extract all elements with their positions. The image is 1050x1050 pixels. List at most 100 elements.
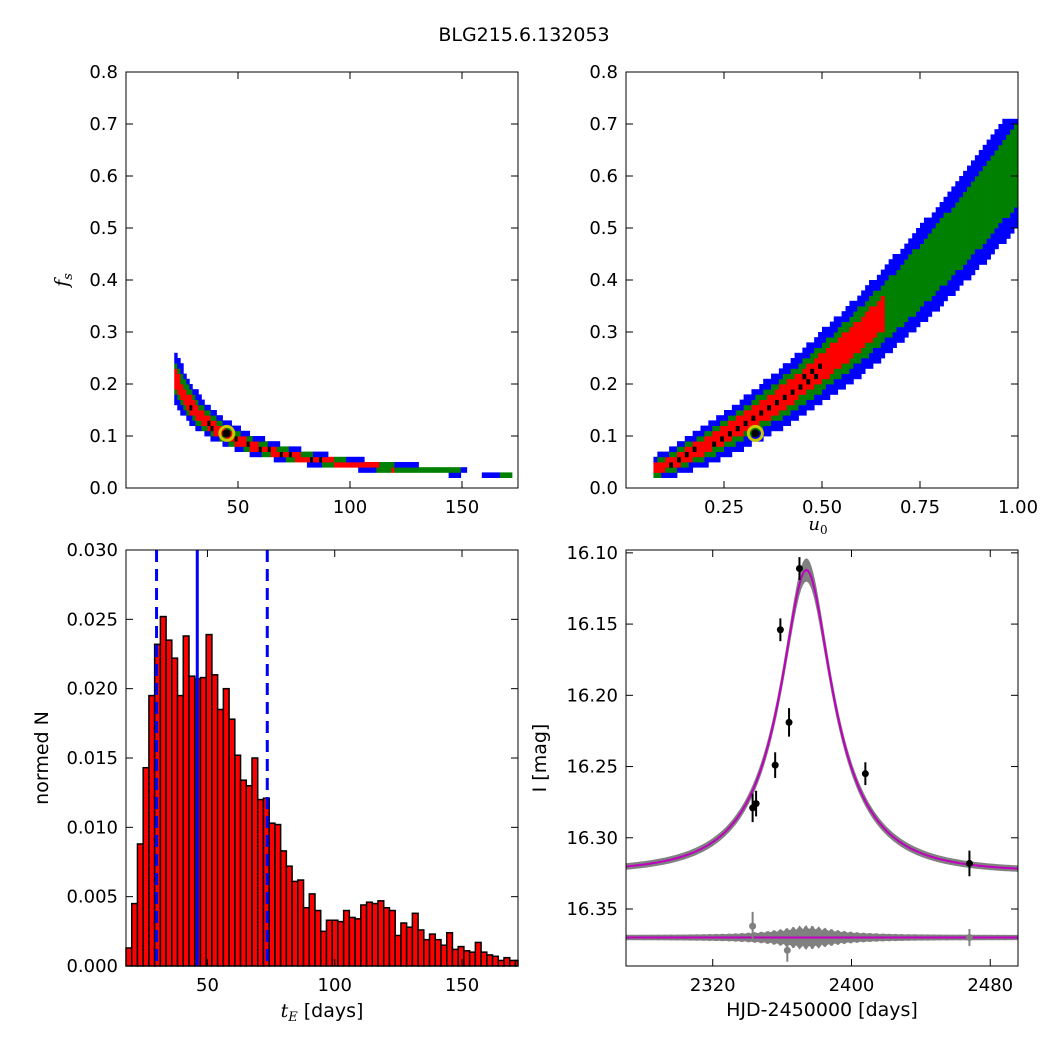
p1-heatmap-cell — [865, 290, 870, 296]
p1-heatmap-cell — [908, 248, 913, 255]
p0-heatmap-cell — [225, 420, 229, 426]
p1-heatmap-cell — [892, 259, 897, 265]
p0-heatmap-cell — [261, 441, 266, 447]
p1-heatmap-cell — [869, 342, 874, 348]
p1-heatmap-cell — [1002, 129, 1007, 135]
p2-histogram-bar — [428, 933, 437, 967]
p1-heatmap-cell — [990, 238, 995, 244]
p1-heatmap-cell — [1010, 160, 1015, 166]
p1-heatmap-cell — [853, 347, 858, 354]
p1-heatmap-cell — [935, 295, 940, 302]
p1-heatmap-cell — [786, 410, 792, 416]
p1-heatmap-cell — [853, 358, 858, 364]
p1-heatmap-cell — [998, 196, 1003, 203]
p0-heatmap-cell — [189, 420, 193, 426]
p1-heatmap-cell — [700, 456, 705, 463]
p0-heatmap-cell — [213, 415, 217, 421]
p1-heatmap-cell — [982, 222, 988, 229]
p1-heatmap-cell — [857, 373, 862, 380]
p1-heatmap-cell — [998, 212, 1003, 218]
p1-heatmap-cell — [947, 269, 952, 276]
p1-heatmap-cell — [861, 352, 866, 359]
p0-heatmap-cell — [201, 410, 205, 416]
p1-heatmap-cell — [939, 290, 944, 296]
p1-heatmap-cell — [767, 415, 772, 421]
p1-heatmap-cell — [814, 363, 819, 369]
p1-heatmap-cell — [802, 352, 807, 359]
p0-heatmap-cell — [243, 446, 248, 452]
p1-heatmap-cell — [908, 254, 913, 260]
p1-heatmap-cell — [833, 337, 839, 343]
p2-histogram-bar — [176, 694, 185, 967]
p1-heatmap-cell — [904, 243, 909, 250]
p0-heatmap-cell — [406, 462, 410, 468]
p0-heatmap-cell — [484, 472, 489, 478]
p1-heatmap-cell — [923, 300, 929, 307]
p0-heatmap-cell — [370, 467, 374, 473]
p1-heatmap-cell — [806, 404, 811, 411]
p0-heatmap-cell — [249, 446, 254, 452]
p0-heatmap-cell — [189, 404, 193, 411]
p1-heatmap-cell — [900, 326, 905, 333]
p1-heatmap-cell — [955, 191, 960, 198]
p1-heatmap-cell — [943, 243, 948, 250]
p1-heatmap-cell — [1002, 139, 1007, 146]
p1-heatmap-cell — [872, 311, 878, 317]
p1-heatmap-cell — [943, 202, 948, 208]
p1-heatmap-cell — [935, 222, 940, 229]
p1-heatmap-cell — [947, 233, 952, 239]
p1-heatmap-cell — [818, 394, 823, 400]
p1-heatmap-cell — [951, 280, 956, 286]
p1-heatmap-cell — [669, 472, 674, 478]
p1-heatmap-cell — [884, 316, 890, 322]
p1-heatmap-cell — [935, 207, 940, 213]
p1-heatmap-cell — [747, 441, 752, 447]
p1-heatmap-cell — [743, 436, 748, 442]
p0-heatmap-cell — [195, 404, 199, 411]
p1-heatmap-cell — [986, 176, 991, 182]
p1-heatmap-cell — [802, 404, 807, 411]
p1-heatmap-cell — [782, 404, 788, 411]
p1-heatmap-cell — [923, 311, 929, 317]
p1-heatmap-cell — [794, 373, 799, 380]
p0-heatmap-cell — [352, 462, 356, 468]
p1-heatmap-cell — [712, 451, 717, 458]
p1-heatmap-cell — [712, 436, 717, 442]
p1-heatmap-cell — [947, 222, 952, 229]
p1-heatmap-cell — [653, 456, 658, 463]
p1-heatmap-cell — [825, 363, 831, 369]
p1-heatmap-cell — [806, 352, 811, 359]
p0-heatmap-cell — [204, 404, 208, 411]
p0-heatmap-cell — [457, 467, 462, 473]
p1-heatmap-cell — [986, 160, 991, 166]
p1-heatmap-cell — [829, 384, 835, 390]
p1-heatmap-cell — [990, 243, 995, 250]
p3-curve — [625, 557, 1019, 962]
p1-heatmap-cell — [1006, 170, 1011, 177]
p0-heatmap-cell — [294, 451, 299, 458]
p1-heatmap-cell — [841, 384, 846, 390]
p0-heatmap-cell — [379, 467, 383, 473]
p0-heatmap-cell — [397, 467, 401, 473]
p1-heatmap-cell — [688, 441, 694, 447]
p3-residual-point — [783, 946, 791, 954]
p1-heatmap-cell — [943, 259, 948, 265]
p0-heatmap-cell — [189, 415, 193, 421]
p0-heatmap-cell — [228, 420, 232, 426]
p1-heatmap-cell — [904, 300, 909, 307]
p1-heatmap-cell — [986, 170, 991, 177]
p1-heatmap-cell — [861, 295, 866, 302]
p1-heatmap-cell — [778, 410, 784, 416]
p1-heatmap-cell — [778, 368, 784, 374]
p0-heatmap-cell — [373, 467, 377, 473]
p1-heatmap-cell — [833, 321, 839, 328]
p2-histogram-bar — [474, 941, 482, 967]
p1-heatmap-cell — [994, 238, 999, 244]
p0-heatmap-cell — [180, 394, 184, 400]
p1-heatmap-cell — [994, 191, 999, 198]
p1-heatmap-cell — [865, 285, 870, 291]
p0-heatmap-cell — [174, 394, 178, 400]
p2-histogram-bar — [394, 934, 402, 967]
p1-heatmap-cell — [778, 415, 784, 421]
p1-heatmap-cell — [994, 196, 999, 203]
